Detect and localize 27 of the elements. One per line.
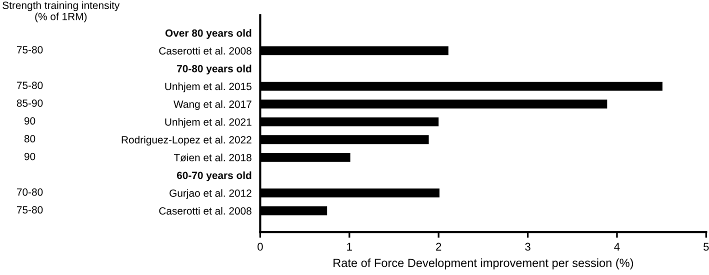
y2-tick-label: 85-90 [16, 99, 43, 107]
y-tick-label: Caserotti et al. 2008 [159, 46, 252, 55]
y2-tick-label: 90 [24, 152, 36, 160]
x-tick-label: 2 [436, 242, 442, 251]
x-tick-label: 3 [525, 242, 530, 251]
x-tick-label: 1 [347, 242, 352, 251]
y2-tick-label: 75-80 [16, 206, 43, 214]
y-tick-label: Unhjem et al. 2015 [165, 82, 252, 92]
y-axis-title: Strength training intensity (% of 1RM) [2, 1, 120, 22]
y2-tick-label: 75-80 [16, 46, 43, 54]
y-tick-label: 70-80 years old [177, 64, 252, 74]
y2-tick-label: 90 [24, 117, 36, 125]
y2-tick-label: 80 [24, 135, 36, 142]
y-tick-label: Wang et al. 2017 [174, 100, 252, 110]
y-tick-label: Over 80 years old [165, 29, 252, 39]
y2-tick-label: 70-80 [16, 188, 43, 196]
y-tick-label: Tøien et al. 2018 [174, 154, 252, 162]
y-tick-label: 60-70 years old [176, 171, 252, 182]
x-axis-title: Rate of Force Development improvement per session (%) [334, 258, 634, 270]
y-tick-label: Gurjao et al. 2012 [170, 189, 252, 199]
y-tick-label: Caserotti et al. 2008 [159, 206, 252, 215]
x-tick-label: 5 [704, 242, 709, 251]
y-tick-label: Rodriguez-Lopez et al. 2022 [122, 136, 252, 146]
x-tick-label: 0 [258, 242, 263, 251]
x-tick-label: 4 [614, 242, 620, 251]
y2-tick-label: 75-80 [16, 82, 43, 90]
y-tick-label: Unhjem et al. 2021 [165, 118, 252, 128]
